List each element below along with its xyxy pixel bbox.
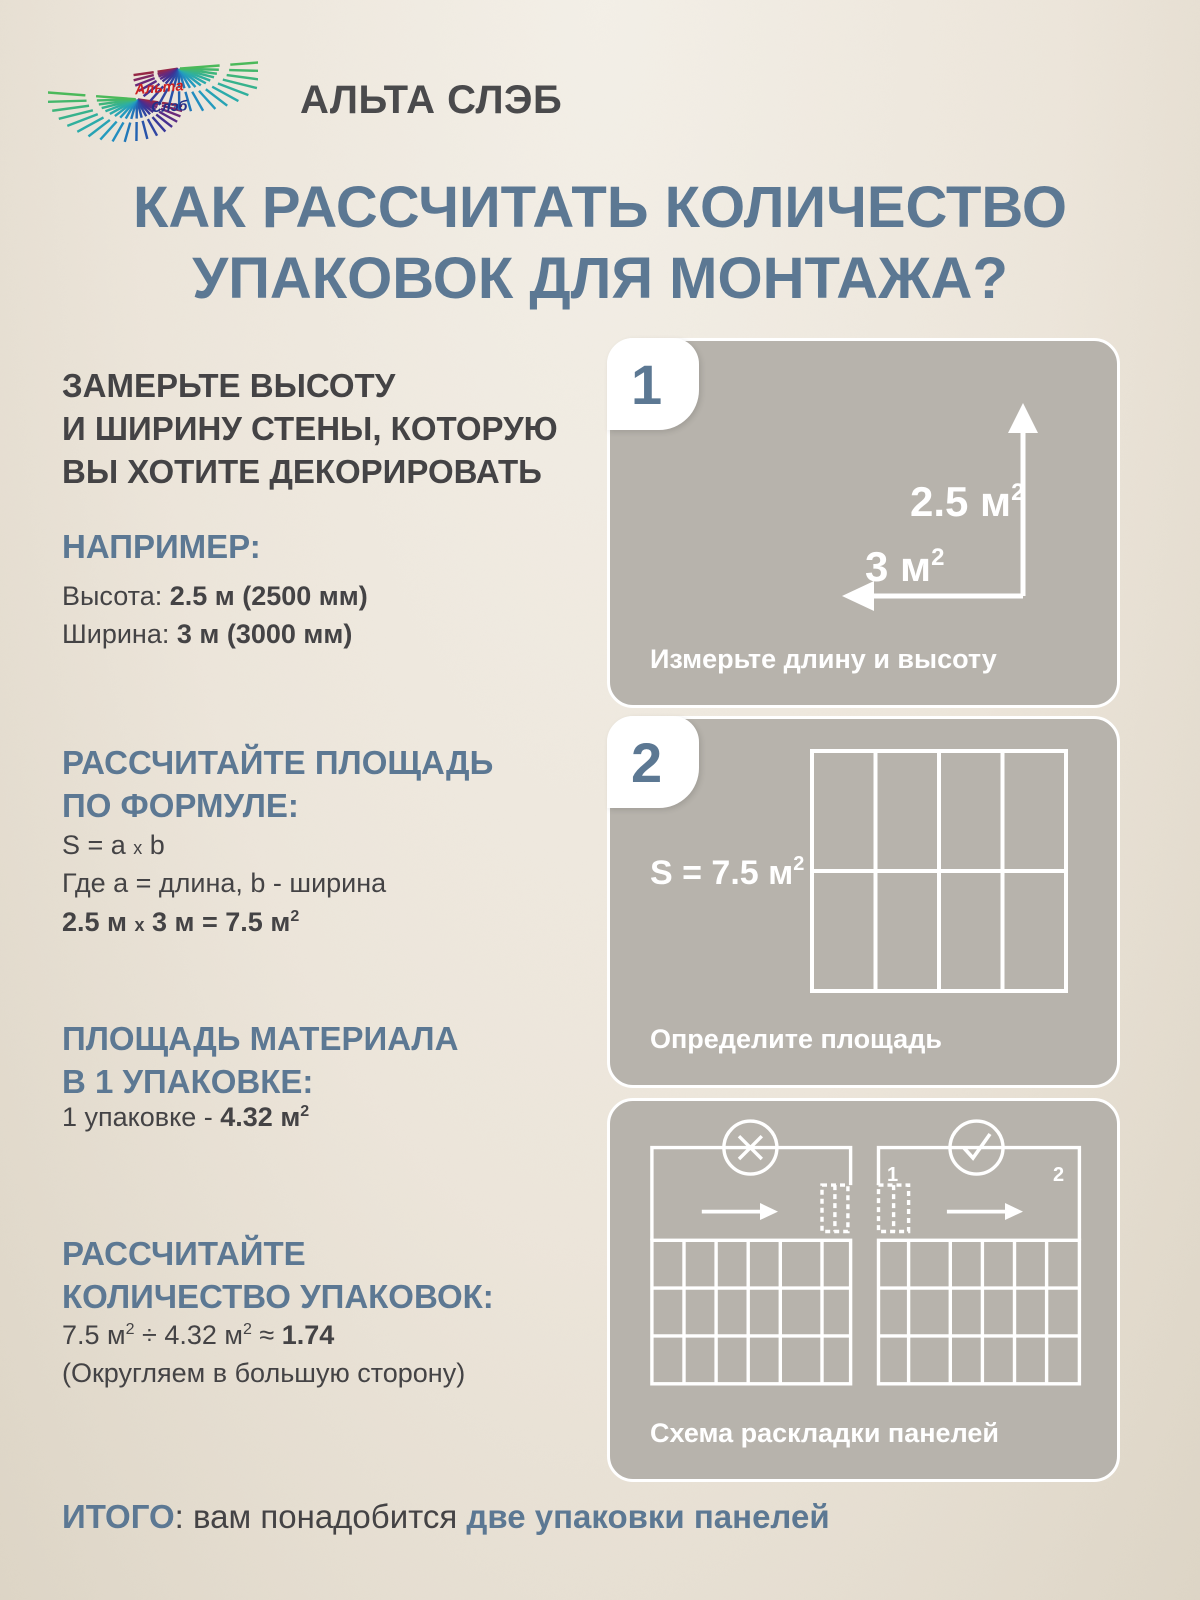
svg-text:Альта: Альта xyxy=(133,78,184,98)
svg-text:2.5 м2: 2.5 м2 xyxy=(910,478,1024,525)
svg-text:Слэб: Слэб xyxy=(151,98,189,116)
svg-text:1: 1 xyxy=(887,1164,898,1186)
svg-text:3 м2: 3 м2 xyxy=(865,543,944,590)
svg-text:S = 7.5 м2: S = 7.5 м2 xyxy=(650,853,804,892)
svg-text:2: 2 xyxy=(1053,1164,1064,1186)
